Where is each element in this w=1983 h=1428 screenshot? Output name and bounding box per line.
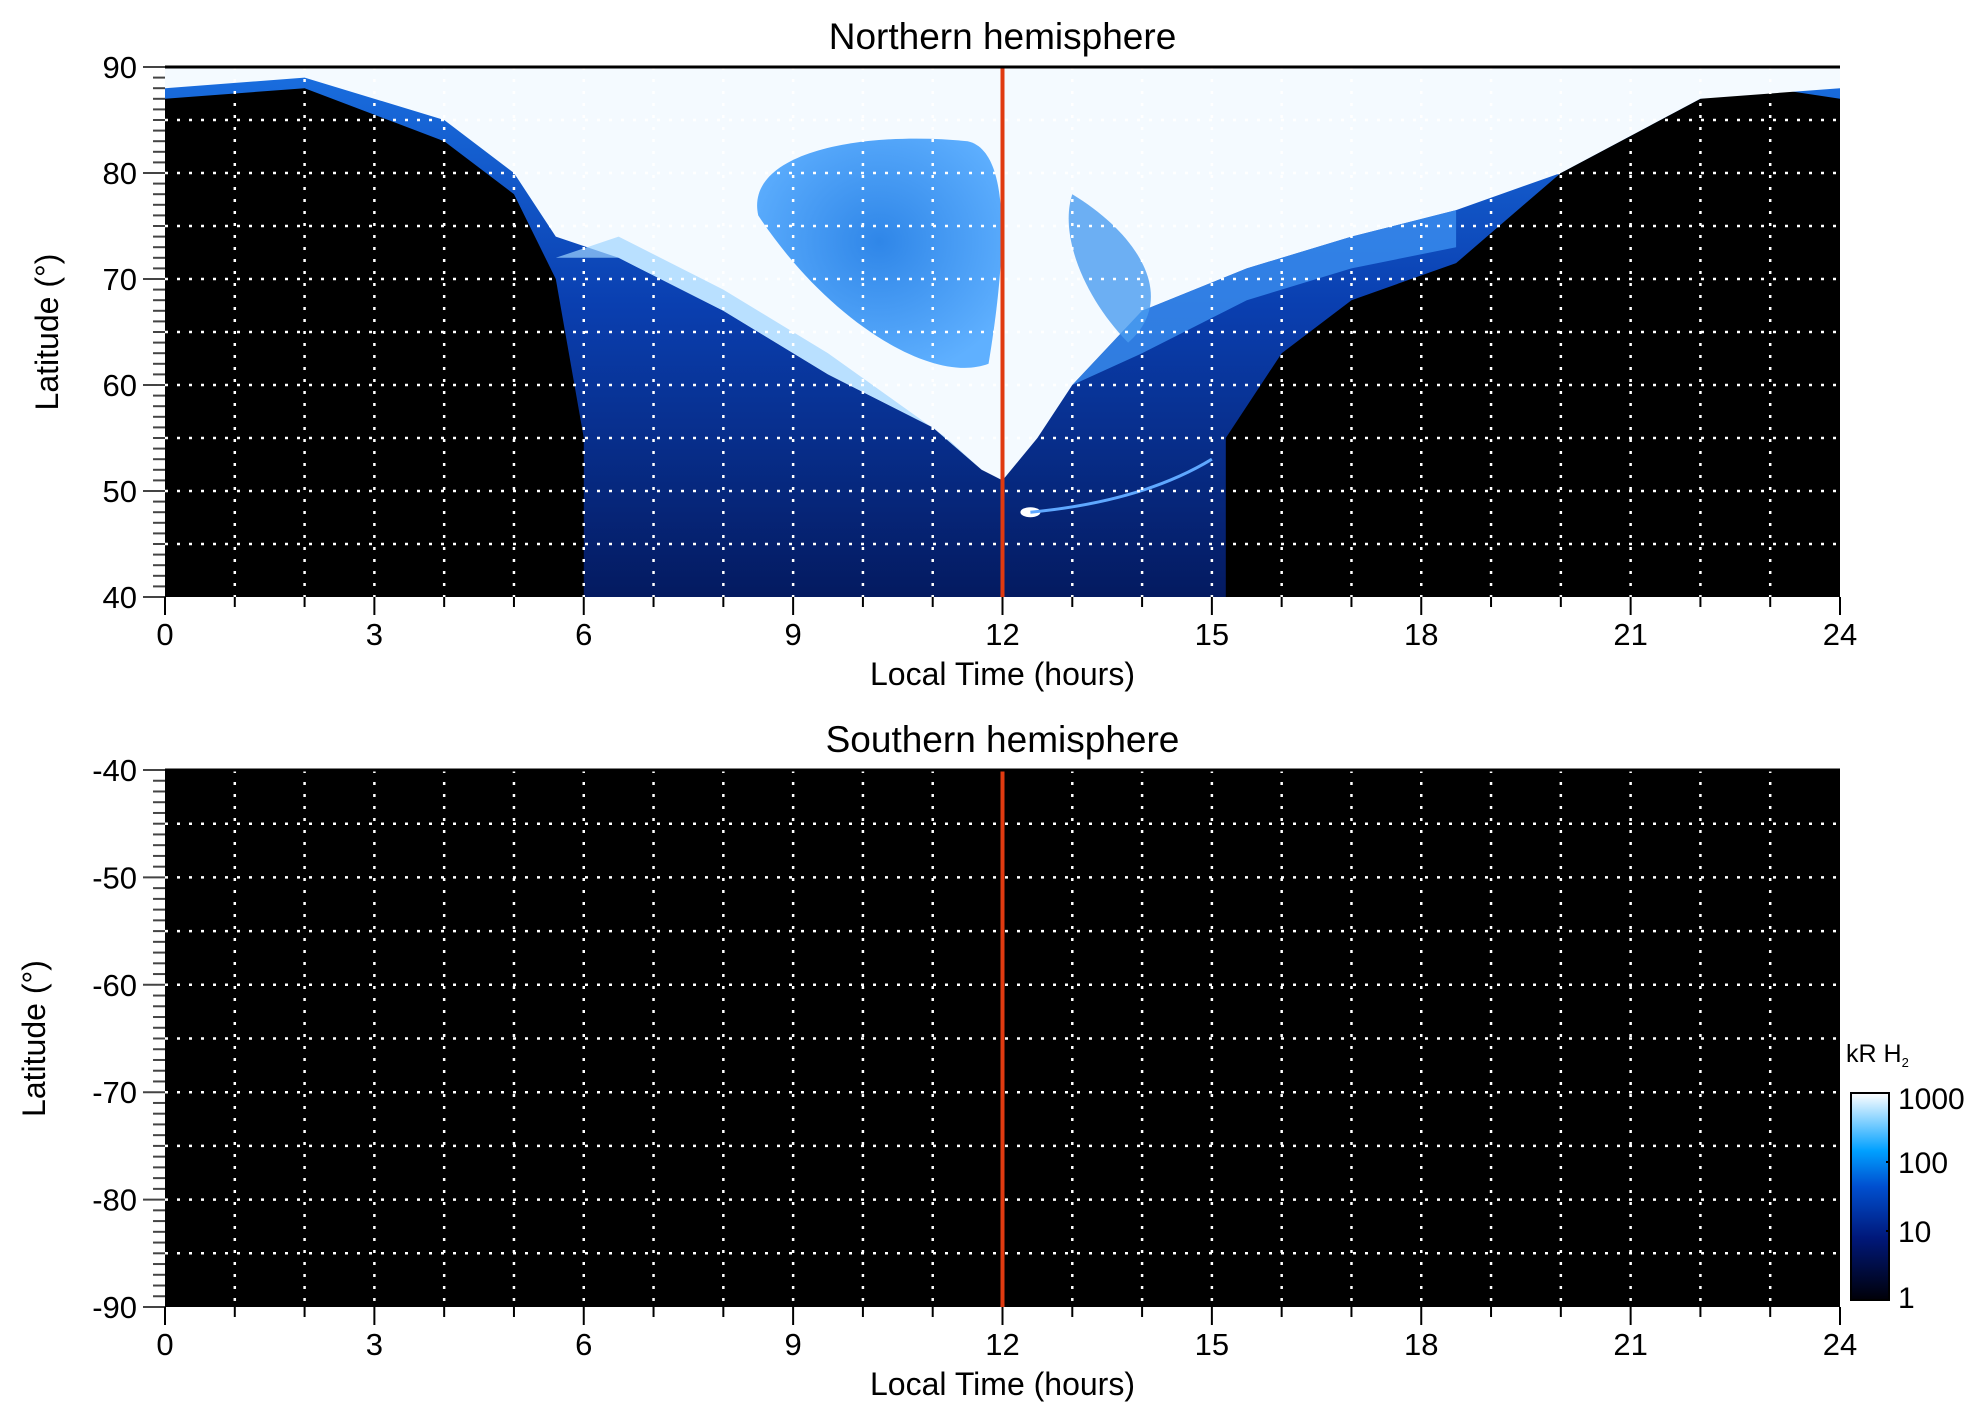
y-tick-label: 40 [103, 580, 137, 615]
y-tick-label: 90 [103, 50, 137, 85]
x-tick-label: 24 [1823, 1327, 1857, 1362]
y-tick-label: -40 [92, 753, 137, 788]
y-tick-label: 60 [103, 368, 137, 403]
y-tick-label: 70 [103, 262, 137, 297]
dusk-emission-band [1072, 210, 1457, 385]
chart-title: Northern hemisphere [829, 16, 1177, 57]
colorbar-gradient [1850, 1092, 1890, 1301]
x-tick-label: 15 [1195, 1327, 1229, 1362]
colorbar-label-subscript: 2 [1902, 1055, 1909, 1070]
x-axis-label: Local Time (hours) [870, 1366, 1135, 1402]
y-tick-label: -60 [92, 968, 137, 1003]
colorbar-tick-label: 1 [1898, 1282, 1915, 1315]
x-tick-label: 6 [575, 617, 592, 652]
chart-title: Southern hemisphere [826, 719, 1180, 760]
x-tick-label: 6 [575, 1327, 592, 1362]
colorbar-label: kR H2 [1846, 1040, 1909, 1070]
southern-hemisphere-panel: -40 -50 -60 -70 -80 -90 0 3 6 9 12 15 18 21 24 Local Ti… [16, 719, 1857, 1402]
y-tick-label: -70 [92, 1075, 137, 1110]
colorbar-ticks: 1000 100 10 1 [1886, 1083, 1965, 1315]
x-tick-label: 21 [1613, 617, 1647, 652]
x-tick-label: 9 [785, 617, 802, 652]
y-tick-label: 50 [103, 474, 137, 509]
x-tick-label: 18 [1404, 617, 1438, 652]
colorbar: kR H2 1000 100 10 1 [1846, 1040, 1965, 1315]
x-tick-label: 12 [985, 1327, 1019, 1362]
x-axis-label: Local Time (hours) [870, 656, 1135, 692]
colorbar-tick-label: 1000 [1898, 1083, 1965, 1116]
x-tick-label: 12 [985, 617, 1019, 652]
y-tick-label: 80 [103, 156, 137, 191]
x-tick-label: 3 [366, 1327, 383, 1362]
x-tick-label: 3 [366, 617, 383, 652]
y-axis-label: Latitude (°) [16, 960, 52, 1117]
x-tick-label: 0 [156, 1327, 173, 1362]
cusp-arc [1030, 457, 1213, 514]
x-tick-label: 18 [1404, 1327, 1438, 1362]
colorbar-label-main: kR H [1846, 1040, 1902, 1068]
x-tick-label: 9 [785, 1327, 802, 1362]
x-tick-label: 21 [1613, 1327, 1647, 1362]
polar-cap-region [757, 138, 1002, 368]
x-tick-label: 15 [1195, 617, 1229, 652]
x-tick-label: 24 [1823, 617, 1857, 652]
dusk-polar-patch [1068, 194, 1151, 343]
northern-hemisphere-panel: 40 50 60 70 80 90 0 3 6 9 12 15 18 21 24 Local Time (ho… [29, 16, 1857, 692]
y-tick-label: -50 [92, 860, 137, 895]
y-axis-label: Latitude (°) [29, 254, 65, 411]
colorbar-tick-label: 100 [1898, 1147, 1948, 1180]
y-tick-label: -80 [92, 1183, 137, 1218]
colorbar-tick-label: 10 [1898, 1216, 1931, 1249]
y-tick-label: -90 [92, 1290, 137, 1325]
x-tick-label: 0 [156, 617, 173, 652]
